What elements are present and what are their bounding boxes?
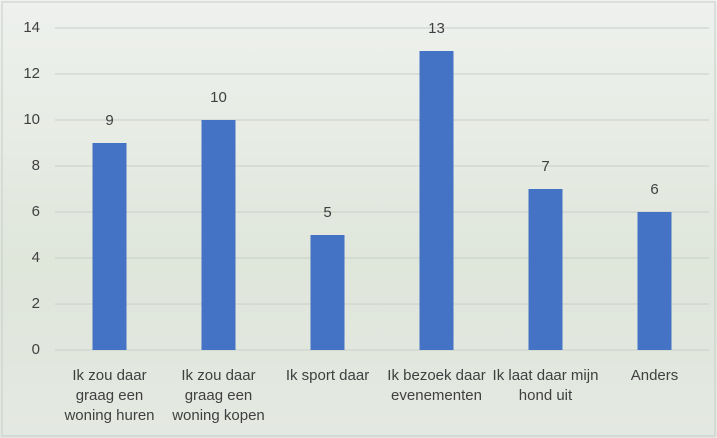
data-label: 6 [650,181,658,198]
bar [528,189,563,350]
bar [637,212,672,350]
y-tick-label: 0 [32,341,40,358]
y-tick-label: 8 [32,157,40,174]
x-tick-label: Ik laat daar mijn hond uit [492,367,599,404]
data-label: 9 [105,112,113,129]
y-tick-label: 4 [32,249,40,266]
x-tick-label: Ik zou daar graag een woning kopen [172,367,265,424]
data-label: 13 [428,20,445,37]
y-tick-label: 2 [32,295,40,312]
bar [92,143,127,350]
y-tick-label: 14 [23,19,40,36]
y-tick-label: 12 [23,65,40,82]
y-tick-label: 10 [23,111,40,128]
x-tick-label: Ik sport daar [285,367,370,384]
y-tick-label: 6 [32,203,40,220]
bar [201,120,236,350]
data-label: 7 [541,158,549,175]
bar [310,235,345,350]
x-tick-label: Ik zou daar graag een woning huren [64,367,155,424]
x-tick-label: Anders [630,367,679,384]
data-label: 10 [210,89,227,106]
x-tick-label: Ik bezoek daar evenementen [387,367,486,404]
data-label: 5 [323,204,331,221]
bar [419,51,454,350]
